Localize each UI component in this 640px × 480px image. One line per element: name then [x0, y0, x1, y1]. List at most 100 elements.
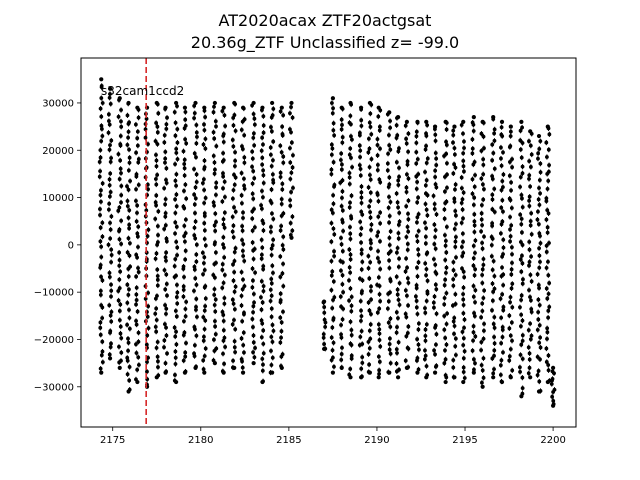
data-point: [239, 270, 244, 275]
data-point: [269, 125, 273, 129]
data-point: [108, 345, 113, 349]
data-point: [367, 362, 372, 367]
data-point: [444, 139, 448, 144]
data-point: [279, 329, 284, 334]
data-point: [182, 370, 188, 375]
data-point: [221, 171, 225, 176]
data-point: [220, 109, 225, 113]
data-point: [281, 113, 286, 118]
data-point: [289, 170, 294, 175]
data-point: [259, 307, 264, 312]
data-point: [442, 361, 447, 366]
data-point: [135, 105, 140, 110]
data-point: [232, 100, 237, 106]
data-point: [508, 144, 513, 148]
data-point: [406, 217, 411, 222]
data-point: [414, 161, 419, 166]
data-point: [470, 348, 475, 353]
data-point: [369, 132, 374, 137]
data-point: [107, 352, 112, 357]
data-point: [452, 146, 457, 151]
data-point: [546, 147, 551, 152]
data-point: [349, 333, 354, 338]
data-point: [536, 151, 541, 156]
data-point: [537, 340, 542, 345]
data-point: [367, 165, 372, 170]
data-point: [544, 243, 549, 248]
data-point: [261, 168, 266, 173]
data-point: [528, 219, 533, 224]
data-point: [203, 115, 208, 119]
data-point: [172, 264, 177, 269]
data-point: [119, 124, 124, 129]
data-point: [242, 117, 247, 122]
data-point: [271, 106, 276, 111]
data-point: [388, 277, 393, 282]
data-point: [501, 209, 505, 214]
data-point: [126, 336, 130, 341]
data-point: [348, 270, 353, 275]
data-point: [359, 329, 364, 334]
data-point: [280, 271, 285, 276]
data-point: [378, 210, 383, 215]
data-point: [202, 334, 206, 339]
data-point: [322, 310, 327, 315]
data-point: [99, 77, 104, 82]
data-point: [432, 242, 437, 246]
data-point: [174, 150, 179, 155]
data-point: [107, 86, 113, 91]
data-point: [508, 129, 513, 134]
data-point: [163, 156, 168, 161]
data-point: [499, 145, 503, 150]
data-point: [251, 112, 256, 116]
data-point: [241, 330, 246, 335]
data-point: [492, 335, 496, 339]
data-point: [535, 272, 540, 277]
data-point: [471, 338, 475, 343]
data-point: [359, 209, 364, 214]
data-point: [252, 247, 257, 251]
data-point: [550, 394, 555, 399]
data-point: [545, 225, 550, 230]
data-point: [164, 177, 168, 182]
data-point: [98, 366, 103, 371]
data-point: [349, 353, 354, 358]
data-point: [462, 139, 466, 144]
data-point: [250, 266, 255, 271]
data-point: [416, 327, 421, 332]
data-point: [368, 260, 373, 265]
data-point: [519, 394, 524, 399]
data-point: [397, 146, 401, 151]
data-point: [126, 348, 130, 353]
data-point: [182, 105, 188, 110]
data-point: [109, 282, 113, 287]
data-point: [461, 297, 466, 302]
data-point: [388, 119, 392, 123]
data-point: [172, 110, 177, 115]
data-point: [529, 307, 534, 311]
data-point: [146, 290, 151, 295]
data-point: [260, 162, 265, 167]
data-point: [406, 229, 411, 234]
data-point: [173, 257, 178, 262]
data-point: [323, 325, 328, 329]
data-point: [181, 204, 186, 209]
data-point: [146, 326, 151, 331]
data-point: [268, 287, 273, 292]
data-point: [136, 182, 141, 187]
data-point: [394, 250, 399, 255]
data-point: [252, 355, 257, 360]
data-point: [482, 328, 486, 333]
data-point: [330, 269, 335, 274]
data-point: [134, 274, 139, 279]
data-point: [537, 379, 542, 384]
data-point: [214, 144, 219, 148]
data-point: [175, 253, 179, 258]
data-point: [406, 131, 411, 136]
data-point: [386, 299, 391, 304]
data-point: [339, 236, 343, 240]
data-point: [443, 357, 448, 362]
data-point: [498, 363, 503, 368]
data-point: [330, 306, 335, 311]
data-point: [547, 305, 552, 309]
